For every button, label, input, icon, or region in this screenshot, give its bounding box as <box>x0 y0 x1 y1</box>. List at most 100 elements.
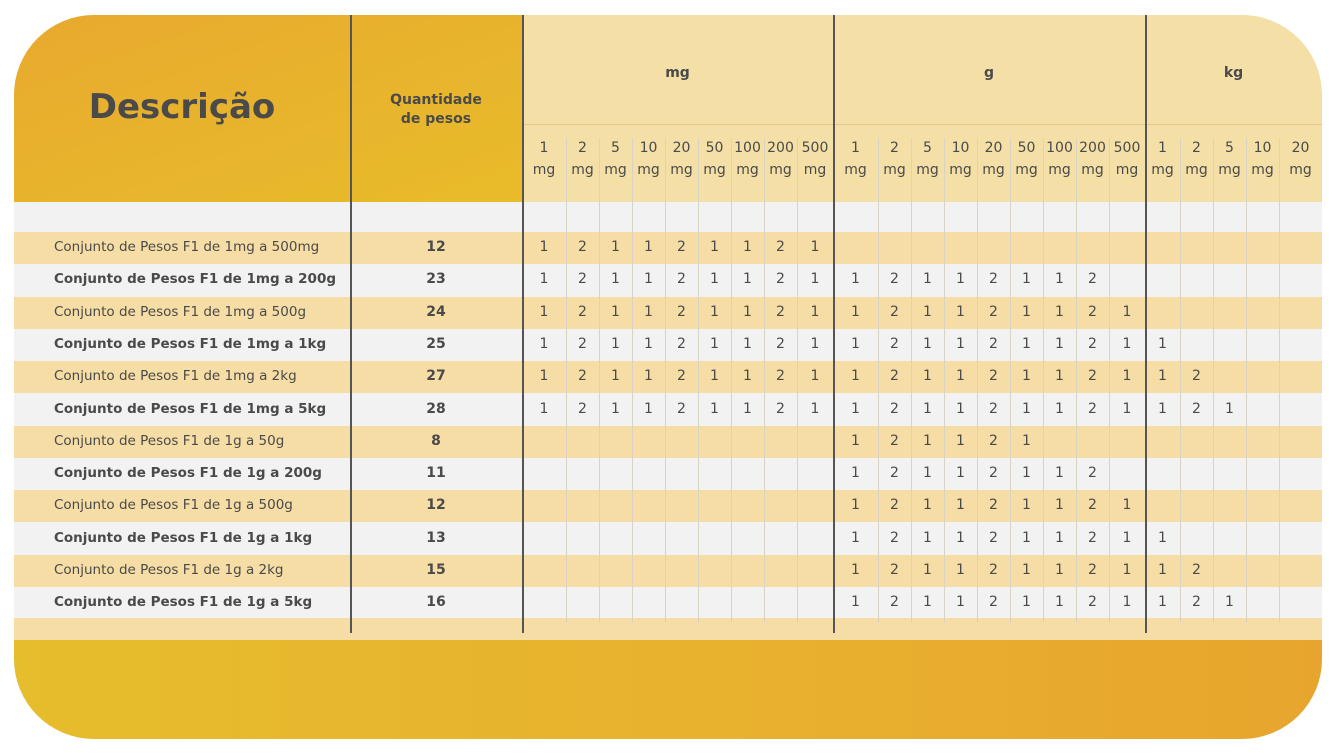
row-description: Conjunto de Pesos F1 de 1g a 50g <box>54 433 285 449</box>
weight-count-cell: 2 <box>890 368 899 384</box>
unit-column-divider <box>665 138 666 623</box>
bottom-band <box>14 640 1322 739</box>
weight-count-cell: 1 <box>923 562 932 578</box>
description-heading: Descrição <box>88 87 276 127</box>
weight-count-cell: 1 <box>956 497 965 513</box>
column-divider <box>350 15 352 633</box>
unit-column-header: 50 mg <box>703 140 726 178</box>
weight-count-cell: 2 <box>1088 336 1097 352</box>
weight-count-cell: 2 <box>989 562 998 578</box>
weight-count-cell: 1 <box>1122 401 1132 417</box>
weight-count-cell: 2 <box>989 465 998 481</box>
weight-count-cell: 2 <box>989 271 998 287</box>
weight-count-cell: 1 <box>644 336 653 352</box>
unit-column-header: 500 mg <box>801 140 829 178</box>
weight-count-cell: 1 <box>539 304 549 320</box>
weight-count-cell: 1 <box>1158 368 1167 384</box>
weight-count-cell: 2 <box>890 304 899 320</box>
weight-count-cell: 2 <box>1192 594 1201 610</box>
unit-column-divider <box>797 138 798 623</box>
row-description: Conjunto de Pesos F1 de 1mg a 2kg <box>54 368 297 384</box>
row-description: Conjunto de Pesos F1 de 1g a 1kg <box>54 530 313 546</box>
weight-count-cell: 1 <box>851 562 860 578</box>
weight-count-cell: 2 <box>989 304 998 320</box>
unit-column-divider <box>566 138 567 623</box>
unit-group-label: mg <box>665 65 690 81</box>
weight-count-cell: 2 <box>677 239 686 255</box>
weight-count-cell: 1 <box>851 433 860 449</box>
table-row-stripe <box>14 555 1322 587</box>
weight-count-cell: 1 <box>810 271 820 287</box>
weight-count-cell: 1 <box>923 304 932 320</box>
quantity-heading-line2: de pesos <box>400 111 472 127</box>
row-quantity: 16 <box>426 594 446 610</box>
unit-column-header: 5 mg <box>916 140 939 178</box>
weight-count-cell: 2 <box>578 271 587 287</box>
weight-count-cell: 1 <box>743 304 752 320</box>
weight-count-cell: 1 <box>810 336 820 352</box>
weight-count-cell: 1 <box>743 336 752 352</box>
row-quantity: 13 <box>426 530 446 546</box>
weight-count-cell: 1 <box>644 401 653 417</box>
unit-column-divider <box>1010 138 1011 623</box>
weight-count-cell: 2 <box>677 271 686 287</box>
unit-column-header: 1 mg <box>532 140 556 178</box>
unit-column-divider <box>632 138 633 623</box>
weight-count-cell: 2 <box>1192 368 1201 384</box>
row-quantity: 11 <box>426 465 446 481</box>
weight-count-cell: 1 <box>851 465 860 481</box>
weight-count-cell: 2 <box>578 401 587 417</box>
weight-count-cell: 2 <box>989 368 998 384</box>
table-row-stripe <box>14 490 1322 522</box>
unit-column-divider <box>1043 138 1044 623</box>
table-row-stripe <box>14 458 1322 490</box>
weight-count-cell: 1 <box>743 271 752 287</box>
weight-count-cell: 1 <box>923 433 932 449</box>
weight-count-cell: 1 <box>1022 401 1031 417</box>
weight-count-cell: 1 <box>644 304 653 320</box>
weight-count-cell: 1 <box>1122 562 1132 578</box>
weight-count-cell: 1 <box>644 368 653 384</box>
unit-column-header: 2 mg <box>883 140 906 178</box>
weight-count-cell: 2 <box>776 401 785 417</box>
weight-count-cell: 1 <box>1055 304 1064 320</box>
row-quantity: 24 <box>426 304 446 320</box>
weight-count-cell: 2 <box>1192 401 1201 417</box>
unit-column-divider <box>1213 138 1214 623</box>
weight-count-cell: 1 <box>810 304 820 320</box>
weight-count-cell: 2 <box>1088 465 1097 481</box>
weight-count-cell: 1 <box>1225 401 1234 417</box>
weight-count-cell: 2 <box>578 368 587 384</box>
weight-count-cell: 1 <box>1055 530 1064 546</box>
unit-column-header: 5 mg <box>1218 140 1241 178</box>
weight-count-cell: 2 <box>776 368 785 384</box>
row-description: Conjunto de Pesos F1 de 1mg a 200g <box>54 271 336 287</box>
table-row-stripe <box>14 587 1322 619</box>
unit-column-header: 100 mg <box>734 140 761 178</box>
weight-count-cell: 1 <box>1055 336 1064 352</box>
weight-count-cell: 1 <box>1022 465 1031 481</box>
weight-count-cell: 1 <box>923 401 932 417</box>
weight-count-cell: 1 <box>851 401 860 417</box>
weight-count-cell: 1 <box>1022 336 1031 352</box>
row-description: Conjunto de Pesos F1 de 1mg a 1kg <box>54 336 327 352</box>
weight-count-cell: 2 <box>677 401 686 417</box>
weight-count-cell: 1 <box>644 239 653 255</box>
weight-count-cell: 1 <box>611 271 620 287</box>
weight-count-cell: 1 <box>1055 497 1064 513</box>
weight-count-cell: 1 <box>1122 304 1132 320</box>
weight-count-cell: 2 <box>677 336 686 352</box>
weight-count-cell: 1 <box>956 465 965 481</box>
weight-count-cell: 2 <box>1088 368 1097 384</box>
table-row-stripe <box>14 361 1322 393</box>
table-row-stripe <box>14 394 1322 426</box>
weights-table-card: Descrição Quantidade de pesos mg 1 mg 2 mg 5 m… <box>14 15 1322 739</box>
weight-count-cell: 2 <box>890 336 899 352</box>
weight-count-cell: 2 <box>1088 562 1097 578</box>
unit-column-header: 1 mg <box>844 140 867 178</box>
unit-column-divider <box>911 138 912 623</box>
weight-count-cell: 2 <box>989 497 998 513</box>
weight-count-cell: 1 <box>1158 530 1167 546</box>
unit-column-divider <box>977 138 978 623</box>
weight-count-cell: 1 <box>810 368 820 384</box>
